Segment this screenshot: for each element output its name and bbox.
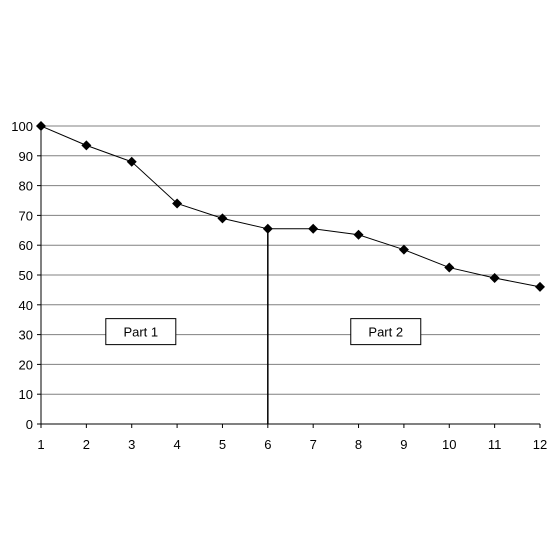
x-tick-label: 6 — [264, 437, 271, 452]
data-point-marker — [489, 272, 500, 283]
y-tick-label: 90 — [19, 149, 33, 164]
y-tick-label: 70 — [19, 208, 33, 223]
data-point-marker — [36, 121, 46, 131]
series-polyline — [40, 125, 541, 288]
annotation-label: Part 2 — [368, 325, 403, 340]
annotation-label: Part 1 — [123, 325, 158, 340]
x-tick-label: 4 — [173, 437, 180, 452]
y-tick-label: 30 — [19, 328, 33, 343]
series-line — [40, 125, 541, 288]
x-tick-label: 2 — [83, 437, 90, 452]
y-tick-labels: 0 10 20 30 40 50 60 70 80 90 100 — [11, 119, 33, 432]
y-tick-label: 50 — [19, 268, 33, 283]
x-tick-label: 7 — [310, 437, 317, 452]
data-point-marker — [81, 140, 92, 151]
x-tick-label: 9 — [400, 437, 407, 452]
y-tick-label: 100 — [11, 119, 33, 134]
x-tick-label: 3 — [128, 437, 135, 452]
y-tick-label: 0 — [26, 417, 33, 432]
x-tick-label: 11 — [488, 437, 502, 452]
y-tick-label: 80 — [19, 179, 33, 194]
grid-lines — [41, 125, 540, 395]
x-tick-label: 8 — [355, 437, 362, 452]
annotation-box — [105, 318, 177, 346]
y-tick-label: 40 — [19, 298, 33, 313]
annotations: Part 1 Part 2 — [105, 318, 422, 346]
axes — [37, 125, 541, 428]
data-point-marker — [217, 213, 228, 224]
y-tick-label: 10 — [19, 387, 33, 402]
x-tick-label: 5 — [219, 437, 226, 452]
data-point-marker — [126, 156, 137, 167]
data-point-marker — [444, 262, 455, 273]
x-tick-labels: 1 2 3 4 5 6 7 8 9 10 11 12 — [37, 437, 547, 452]
data-point-marker — [308, 223, 319, 234]
y-tick-label: 20 — [19, 357, 33, 372]
data-point-marker — [172, 198, 183, 209]
x-tick-label: 1 — [37, 437, 44, 452]
y-tick-label: 60 — [19, 238, 33, 253]
data-point-marker — [398, 244, 409, 255]
x-tick-label: 12 — [533, 437, 547, 452]
x-tick-label: 10 — [442, 437, 456, 452]
data-point-marker — [353, 229, 364, 240]
data-markers — [36, 121, 545, 292]
annotation-box — [350, 318, 422, 346]
data-point-marker — [262, 223, 273, 234]
data-point-marker — [535, 281, 545, 292]
